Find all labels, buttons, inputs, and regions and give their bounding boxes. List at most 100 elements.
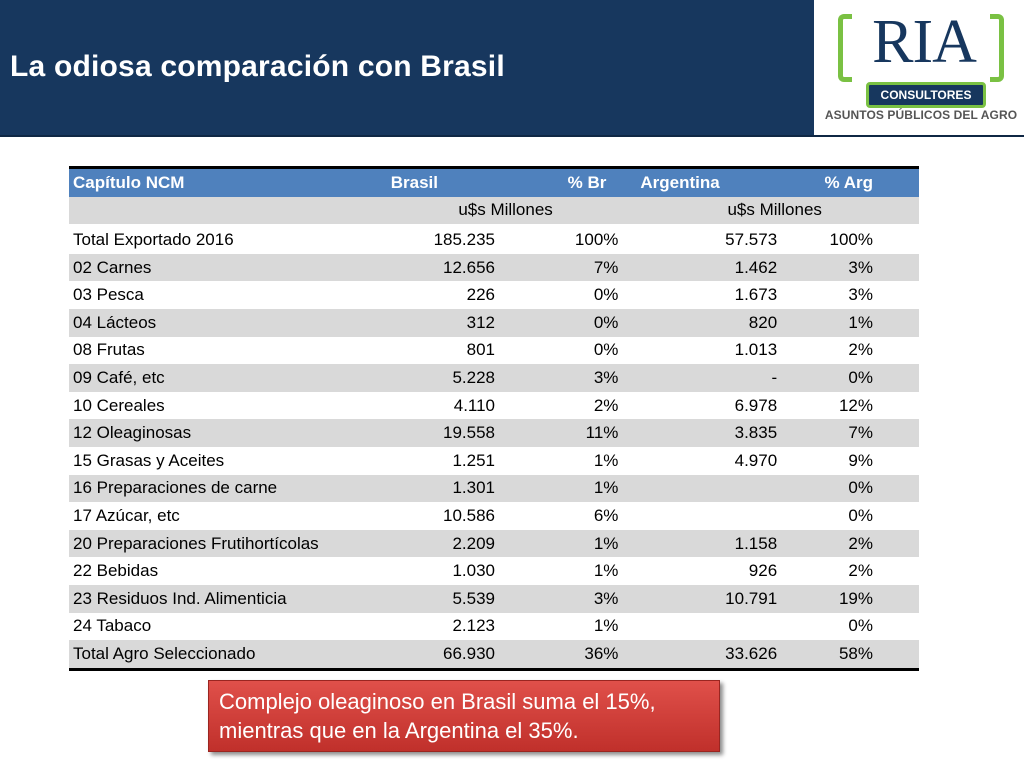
- cell-capitulo: 15 Grasas y Aceites: [69, 446, 381, 475]
- cell-argentina: 1.013: [630, 336, 782, 365]
- logo-right-bracket: [990, 14, 1004, 82]
- cell-argentina: 3.835: [630, 419, 782, 447]
- table-row: 10 Cereales 4.110 2% 6.978 12%: [69, 391, 919, 420]
- table-row: Total Exportado 2016 185.235 100% 57.573 100…: [69, 225, 919, 254]
- table-row: 22 Bebidas 1.030 1% 926 2%: [69, 557, 919, 585]
- cell-pct-br: 1%: [499, 446, 631, 475]
- cell-pct-br: 1%: [499, 557, 631, 585]
- table-units-row: u$s Millones u$s Millones: [69, 196, 919, 227]
- cell-capitulo: 17 Azúcar, etc: [69, 502, 381, 530]
- cell-pct-arg: 100%: [781, 225, 919, 254]
- cell-pct-br: 6%: [499, 502, 631, 530]
- table-row: 09 Café, etc 5.228 3% -0%: [69, 364, 919, 392]
- cell-brasil: 10.586: [380, 502, 500, 530]
- table-row: 03 Pesca 226 0% 1.673 3%: [69, 281, 919, 309]
- units-argentina: u$s Millones: [630, 196, 919, 227]
- callout-line-2: mientras que en la Argentina el 35%.: [219, 718, 579, 743]
- table-row: Total Agro Seleccionado 66.930 36% 33.626 58…: [69, 640, 919, 671]
- cell-brasil: 5.539: [380, 584, 500, 613]
- cell-argentina: 1.158: [630, 529, 782, 558]
- cell-pct-arg: 0%: [781, 612, 919, 641]
- cell-brasil: 801: [380, 336, 500, 365]
- cell-pct-arg: 2%: [781, 557, 919, 585]
- cell-pct-br: 2%: [499, 391, 631, 420]
- cell-capitulo: 04 Lácteos: [69, 308, 381, 337]
- cell-pct-br: 0%: [499, 308, 631, 337]
- cell-capitulo: 22 Bebidas: [69, 557, 381, 585]
- cell-argentina: [630, 612, 782, 641]
- cell-capitulo: Total Agro Seleccionado: [69, 640, 381, 671]
- cell-argentina: 1.462: [630, 253, 782, 282]
- logo-badge: CONSULTORES: [866, 82, 986, 108]
- units-empty: [69, 196, 381, 227]
- cell-argentina: 33.626: [630, 640, 782, 671]
- cell-brasil: 1.251: [380, 446, 500, 475]
- title-bar: La odiosa comparación con Brasil: [0, 0, 814, 137]
- callout-line-1: Complejo oleaginoso en Brasil suma el 15…: [219, 689, 656, 714]
- table-row: 20 Preparaciones Frutihortícolas 2.209 1% 1…: [69, 529, 919, 558]
- slide-title: La odiosa comparación con Brasil: [10, 50, 505, 83]
- cell-argentina: 10.791: [630, 584, 782, 613]
- cell-capitulo: 23 Residuos Ind. Alimenticia: [69, 584, 381, 613]
- cell-pct-br: 0%: [499, 281, 631, 309]
- table-row: 23 Residuos Ind. Alimenticia 5.539 3% 10.79…: [69, 584, 919, 613]
- table-row: 02 Carnes 12.656 7% 1.462 3%: [69, 253, 919, 282]
- cell-pct-br: 11%: [499, 419, 631, 447]
- cell-pct-arg: 2%: [781, 529, 919, 558]
- units-brasil: u$s Millones: [380, 196, 631, 227]
- header-pct-arg: % Arg: [781, 165, 919, 197]
- cell-brasil: 226: [380, 281, 500, 309]
- ria-logo: RIA CONSULTORES ASUNTOS PÚBLICOS DEL AGR…: [814, 0, 1024, 137]
- cell-brasil: 2.123: [380, 612, 500, 641]
- cell-pct-br: 1%: [499, 474, 631, 503]
- header-pct-br: % Br: [499, 165, 631, 197]
- cell-argentina: 57.573: [630, 225, 782, 254]
- cell-argentina: 820: [630, 308, 782, 337]
- table-row: 15 Grasas y Aceites 1.251 1% 4.970 9%: [69, 446, 919, 475]
- callout-box: Complejo oleaginoso en Brasil suma el 15…: [208, 680, 720, 752]
- cell-pct-arg: 2%: [781, 336, 919, 365]
- logo-left-bracket: [838, 14, 852, 82]
- cell-brasil: 66.930: [380, 640, 500, 671]
- cell-argentina: 4.970: [630, 446, 782, 475]
- cell-argentina: 926: [630, 557, 782, 585]
- cell-pct-arg: 0%: [781, 502, 919, 530]
- cell-pct-br: 1%: [499, 612, 631, 641]
- cell-brasil: 19.558: [380, 419, 500, 447]
- cell-capitulo: 03 Pesca: [69, 281, 381, 309]
- header-brasil: Brasil: [380, 165, 500, 197]
- cell-pct-arg: 0%: [781, 364, 919, 392]
- cell-pct-br: 1%: [499, 529, 631, 558]
- cell-argentina: 6.978: [630, 391, 782, 420]
- cell-pct-arg: 12%: [781, 391, 919, 420]
- cell-capitulo: 20 Preparaciones Frutihortícolas: [69, 529, 381, 558]
- cell-pct-arg: 9%: [781, 446, 919, 475]
- cell-argentina: [630, 474, 782, 503]
- cell-capitulo: 02 Carnes: [69, 253, 381, 282]
- table-row: 04 Lácteos 312 0% 820 1%: [69, 308, 919, 337]
- cell-argentina: [630, 502, 782, 530]
- cell-brasil: 12.656: [380, 253, 500, 282]
- cell-capitulo: 24 Tabaco: [69, 612, 381, 641]
- header-argentina: Argentina: [630, 165, 782, 197]
- header-capitulo: Capítulo NCM: [69, 165, 381, 197]
- cell-brasil: 1.030: [380, 557, 500, 585]
- cell-pct-arg: 7%: [781, 419, 919, 447]
- cell-capitulo: 10 Cereales: [69, 391, 381, 420]
- cell-pct-br: 3%: [499, 584, 631, 613]
- cell-pct-br: 0%: [499, 336, 631, 365]
- table-row: 24 Tabaco 2.123 1% 0%: [69, 612, 919, 641]
- table-row: 08 Frutas 801 0% 1.013 2%: [69, 336, 919, 365]
- cell-argentina: -: [630, 364, 782, 392]
- cell-capitulo: 12 Oleaginosas: [69, 419, 381, 447]
- table-header-row: Capítulo NCM Brasil % Br Argentina % Arg: [69, 165, 919, 197]
- cell-pct-br: 100%: [499, 225, 631, 254]
- table-row: 17 Azúcar, etc 10.586 6% 0%: [69, 502, 919, 530]
- cell-capitulo: 09 Café, etc: [69, 364, 381, 392]
- cell-argentina: 1.673: [630, 281, 782, 309]
- cell-capitulo: 16 Preparaciones de carne: [69, 474, 381, 503]
- cell-brasil: 4.110: [380, 391, 500, 420]
- cell-pct-arg: 19%: [781, 584, 919, 613]
- cell-pct-br: 3%: [499, 364, 631, 392]
- logo-tagline: ASUNTOS PÚBLICOS DEL AGRO: [824, 108, 1018, 122]
